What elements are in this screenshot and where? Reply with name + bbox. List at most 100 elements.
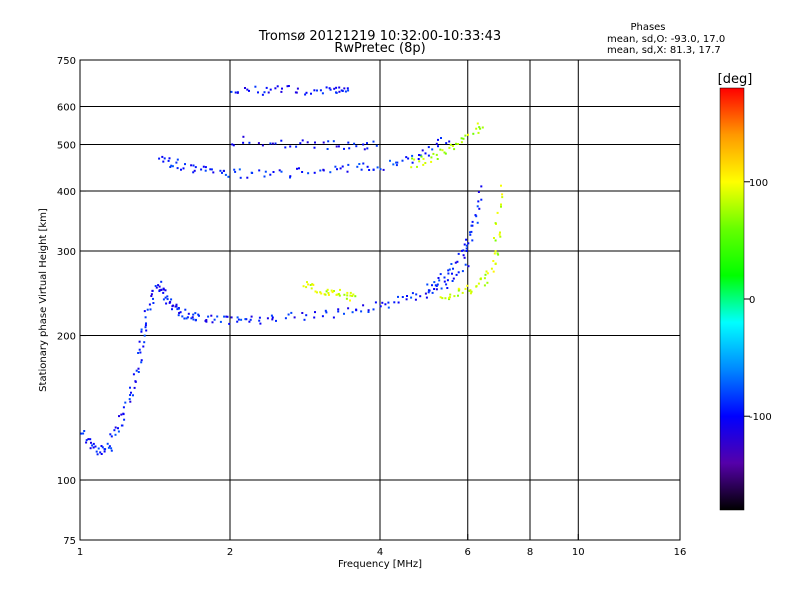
data-point (446, 279, 449, 282)
data-point (441, 297, 444, 300)
data-point (263, 91, 266, 94)
data-point (309, 284, 312, 286)
data-point (307, 172, 310, 175)
data-point (190, 164, 193, 167)
data-point (440, 137, 442, 139)
data-point (328, 87, 331, 90)
data-point (332, 316, 335, 319)
data-point (267, 91, 270, 94)
data-point (137, 371, 140, 373)
data-point (467, 265, 470, 268)
data-point (314, 290, 317, 293)
data-point (379, 305, 382, 308)
x-tick-label: 8 (527, 547, 533, 558)
data-point (389, 159, 391, 162)
data-point (426, 283, 429, 286)
data-point (424, 292, 427, 295)
data-point (91, 444, 94, 447)
x-tick-label: 6 (465, 547, 471, 558)
data-point (272, 171, 275, 173)
data-point (132, 394, 134, 397)
data-point (246, 88, 249, 91)
data-point (306, 281, 308, 284)
data-point (497, 253, 500, 256)
data-point (261, 93, 264, 96)
data-point (375, 144, 378, 147)
data-point (335, 145, 338, 148)
data-point (469, 289, 472, 292)
data-point (301, 139, 304, 142)
data-point (227, 175, 230, 178)
data-point (258, 316, 261, 319)
data-point (333, 290, 335, 292)
data-point (205, 319, 208, 321)
data-point (501, 193, 504, 196)
data-point (293, 316, 296, 319)
data-point (284, 146, 287, 149)
data-point (341, 90, 344, 92)
data-point (461, 249, 463, 252)
data-point (140, 359, 143, 362)
data-point (445, 142, 448, 145)
data-point (500, 184, 502, 187)
data-point (307, 283, 310, 286)
data-point (316, 291, 318, 294)
data-point (148, 303, 151, 306)
data-point (356, 165, 359, 168)
data-point (149, 308, 152, 311)
data-point (347, 89, 350, 92)
data-point (465, 247, 468, 250)
data-point (348, 147, 351, 150)
data-point (298, 167, 300, 170)
data-point (177, 314, 180, 317)
chart-title: Tromsø 20121219 10:32:00-10:33:43 (258, 29, 501, 44)
data-point (333, 87, 336, 90)
data-point (443, 151, 446, 154)
data-point (248, 141, 251, 144)
data-point (320, 292, 323, 295)
data-point (344, 90, 347, 93)
data-point (299, 142, 302, 145)
data-point (485, 270, 488, 273)
data-point (232, 144, 235, 147)
colorbar-tick-label: 100 (749, 178, 768, 189)
data-point (310, 287, 313, 290)
data-point (457, 252, 460, 255)
data-point (316, 89, 318, 92)
data-point (117, 427, 119, 430)
stats-line-o: mean, sd,O: -93.0, 17.0 (607, 34, 725, 45)
data-point (501, 196, 504, 199)
data-point (358, 163, 361, 165)
data-point (179, 311, 182, 314)
data-point (457, 271, 460, 274)
data-point (346, 291, 349, 294)
data-point (150, 295, 153, 297)
y-tick-label: 75 (63, 536, 76, 547)
data-point (310, 92, 312, 95)
data-point (140, 328, 143, 331)
data-point (477, 191, 480, 193)
data-point (461, 270, 464, 273)
data-point (155, 286, 158, 289)
data-point (407, 157, 410, 160)
data-point (264, 170, 267, 173)
data-point (387, 306, 390, 309)
data-point (294, 91, 297, 94)
data-point (85, 441, 88, 444)
data-point (462, 137, 465, 140)
data-point (484, 273, 487, 276)
data-point (401, 159, 404, 162)
y-axis-label: Stationary phase Virtual Height [km] (38, 208, 49, 392)
data-point (233, 168, 236, 171)
data-point (374, 301, 377, 304)
data-point (224, 173, 227, 176)
data-point (287, 85, 290, 87)
data-point (219, 169, 222, 172)
data-point (331, 291, 334, 294)
data-point (162, 160, 165, 163)
data-point (329, 171, 332, 174)
data-point (401, 296, 404, 298)
data-point (322, 169, 325, 172)
data-point (306, 141, 309, 144)
data-point (326, 288, 329, 291)
